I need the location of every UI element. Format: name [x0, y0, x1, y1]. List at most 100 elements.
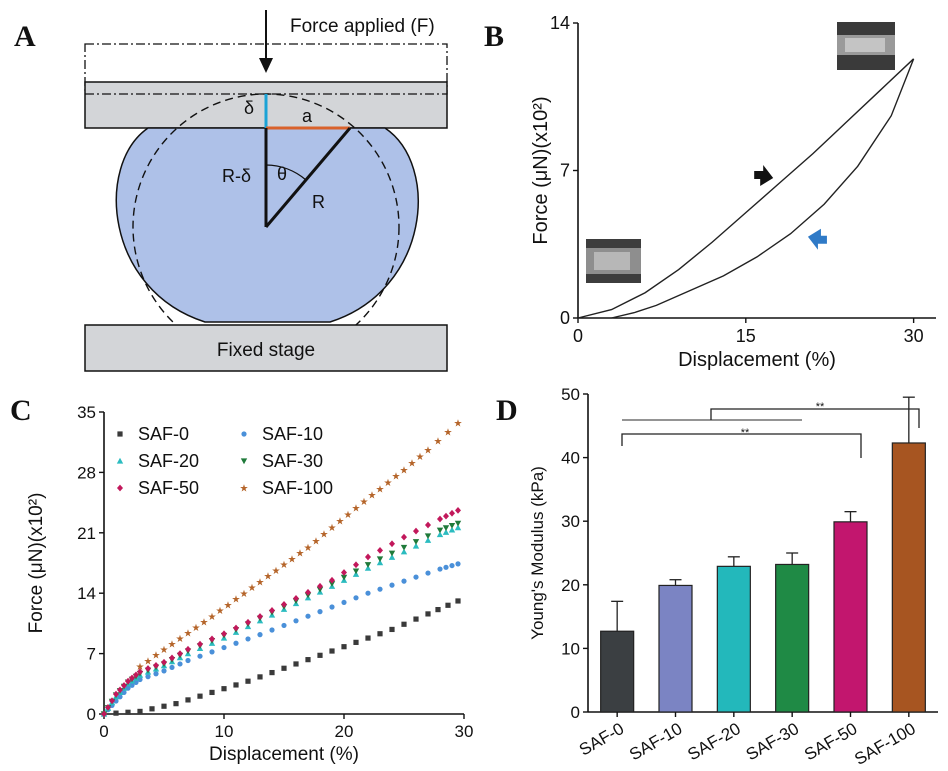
y-tick-label: 50 [561, 385, 580, 404]
y-axis-label: Force (μN)(x10²) [26, 493, 47, 634]
data-point-saf-50 [185, 645, 191, 653]
x-tick-label: SAF-0 [576, 719, 627, 760]
data-point-saf-10 [281, 622, 287, 629]
panel-a: A Fixed stage Force applied (F) δ a R-δ … [14, 10, 448, 372]
theta-label: θ [277, 164, 287, 184]
bar-saf-100 [891, 442, 926, 713]
data-point-saf-10 [209, 649, 215, 655]
sig-label-top: ** [816, 401, 825, 413]
data-point-saf-0 [125, 709, 131, 715]
unloading-curve [611, 58, 915, 319]
y-tick-label: 30 [561, 512, 580, 531]
x-tick-label: 0 [99, 722, 108, 741]
data-point-saf-50 [221, 630, 227, 638]
legend-marker-saf-100: ★ [240, 484, 249, 495]
data-point-saf-10 [161, 668, 167, 674]
data-point-saf-10 [443, 564, 449, 570]
data-point-saf-100: ★ [344, 510, 353, 521]
data-point-saf-100: ★ [200, 617, 209, 628]
data-point-saf-0 [353, 639, 359, 645]
data-point-saf-100: ★ [408, 459, 417, 470]
legend-marker-saf-20 [116, 457, 124, 464]
data-point-saf-0 [389, 626, 395, 633]
data-point-saf-0 [425, 611, 431, 617]
sig-label-lower: ** [741, 427, 750, 439]
legend-label: SAF-0 [138, 424, 189, 444]
data-point-saf-10 [169, 664, 175, 671]
inset-image-compressed [837, 22, 895, 70]
data-point-saf-100: ★ [304, 543, 313, 554]
y-tick-label: 28 [77, 463, 96, 482]
data-point-saf-50 [455, 506, 461, 514]
data-point-saf-100: ★ [352, 503, 361, 514]
data-point-saf-20 [388, 554, 396, 560]
data-point-saf-50 [161, 658, 167, 666]
data-point-saf-50 [117, 686, 123, 694]
r-minus-delta-label: R-δ [222, 166, 251, 186]
data-point-saf-100: ★ [328, 523, 337, 534]
data-point-saf-50 [121, 682, 127, 689]
data-point-saf-50 [341, 569, 347, 576]
data-point-saf-50 [425, 521, 431, 529]
data-point-saf-100: ★ [368, 491, 377, 502]
data-point-saf-50 [281, 601, 287, 608]
data-point-saf-30 [340, 574, 348, 581]
data-point-saf-100: ★ [272, 566, 281, 577]
data-point-saf-50 [169, 654, 175, 662]
data-point-saf-0 [445, 602, 451, 608]
data-point-saf-10 [257, 632, 263, 638]
x-axis-label: Displacement (%) [678, 349, 836, 371]
y-tick-label: 7 [87, 645, 96, 664]
data-point-saf-0 [221, 686, 227, 692]
data-point-saf-100: ★ [416, 452, 425, 463]
y-tick-label: 14 [77, 584, 96, 603]
data-point-saf-100: ★ [144, 656, 153, 667]
data-point-saf-50 [105, 703, 111, 711]
data-point-saf-30 [448, 523, 456, 529]
data-point-saf-10 [455, 561, 461, 567]
data-point-saf-100: ★ [256, 577, 265, 588]
data-point-saf-0 [413, 616, 419, 622]
data-point-saf-0 [113, 710, 119, 716]
data-point-saf-20 [454, 524, 462, 531]
fixed-stage-label: Fixed stage [217, 340, 315, 361]
data-point-saf-100: ★ [176, 634, 185, 645]
data-point-saf-0 [435, 606, 441, 613]
data-point-saf-50 [109, 697, 115, 705]
data-point-saf-0 [173, 701, 179, 707]
data-point-saf-50 [209, 635, 215, 643]
data-point-saf-100: ★ [152, 651, 161, 662]
data-point-saf-50 [437, 515, 443, 523]
x-tick-label: SAF-100 [851, 719, 919, 769]
data-point-saf-0 [269, 669, 275, 676]
x-tick-label: 30 [455, 722, 474, 741]
data-point-saf-20 [376, 559, 384, 566]
data-point-saf-100: ★ [320, 530, 329, 541]
panel-d-letter: D [496, 394, 518, 427]
legend-marker-saf-30 [240, 458, 248, 465]
radius-line [264, 127, 352, 228]
y-tick-label: 0 [571, 703, 580, 722]
data-point-saf-0 [137, 708, 143, 715]
data-point-saf-0 [161, 703, 167, 709]
panel-c-plot: 0 10 20 30 0 7 14 21 28 35 Displacement (%) Force (… [26, 403, 473, 765]
data-point-saf-30 [376, 556, 384, 563]
data-point-saf-100: ★ [400, 465, 409, 476]
data-point-saf-30 [412, 539, 420, 545]
inset-image-initial [586, 239, 641, 283]
data-point-saf-100: ★ [240, 589, 249, 600]
legend-label: SAF-20 [138, 451, 199, 471]
data-point-saf-30 [454, 520, 462, 527]
data-point-saf-50 [317, 582, 323, 590]
data-point-saf-100: ★ [454, 419, 463, 430]
data-point-saf-10 [305, 613, 311, 619]
data-point-saf-10 [129, 682, 135, 688]
data-point-saf-100: ★ [296, 549, 305, 560]
data-point-saf-0 [281, 665, 287, 671]
data-point-saf-100: ★ [136, 662, 145, 673]
data-point-saf-50 [153, 661, 159, 669]
legend-label: SAF-30 [262, 451, 323, 471]
data-point-saf-10 [413, 574, 419, 580]
data-point-saf-100: ★ [224, 600, 233, 611]
